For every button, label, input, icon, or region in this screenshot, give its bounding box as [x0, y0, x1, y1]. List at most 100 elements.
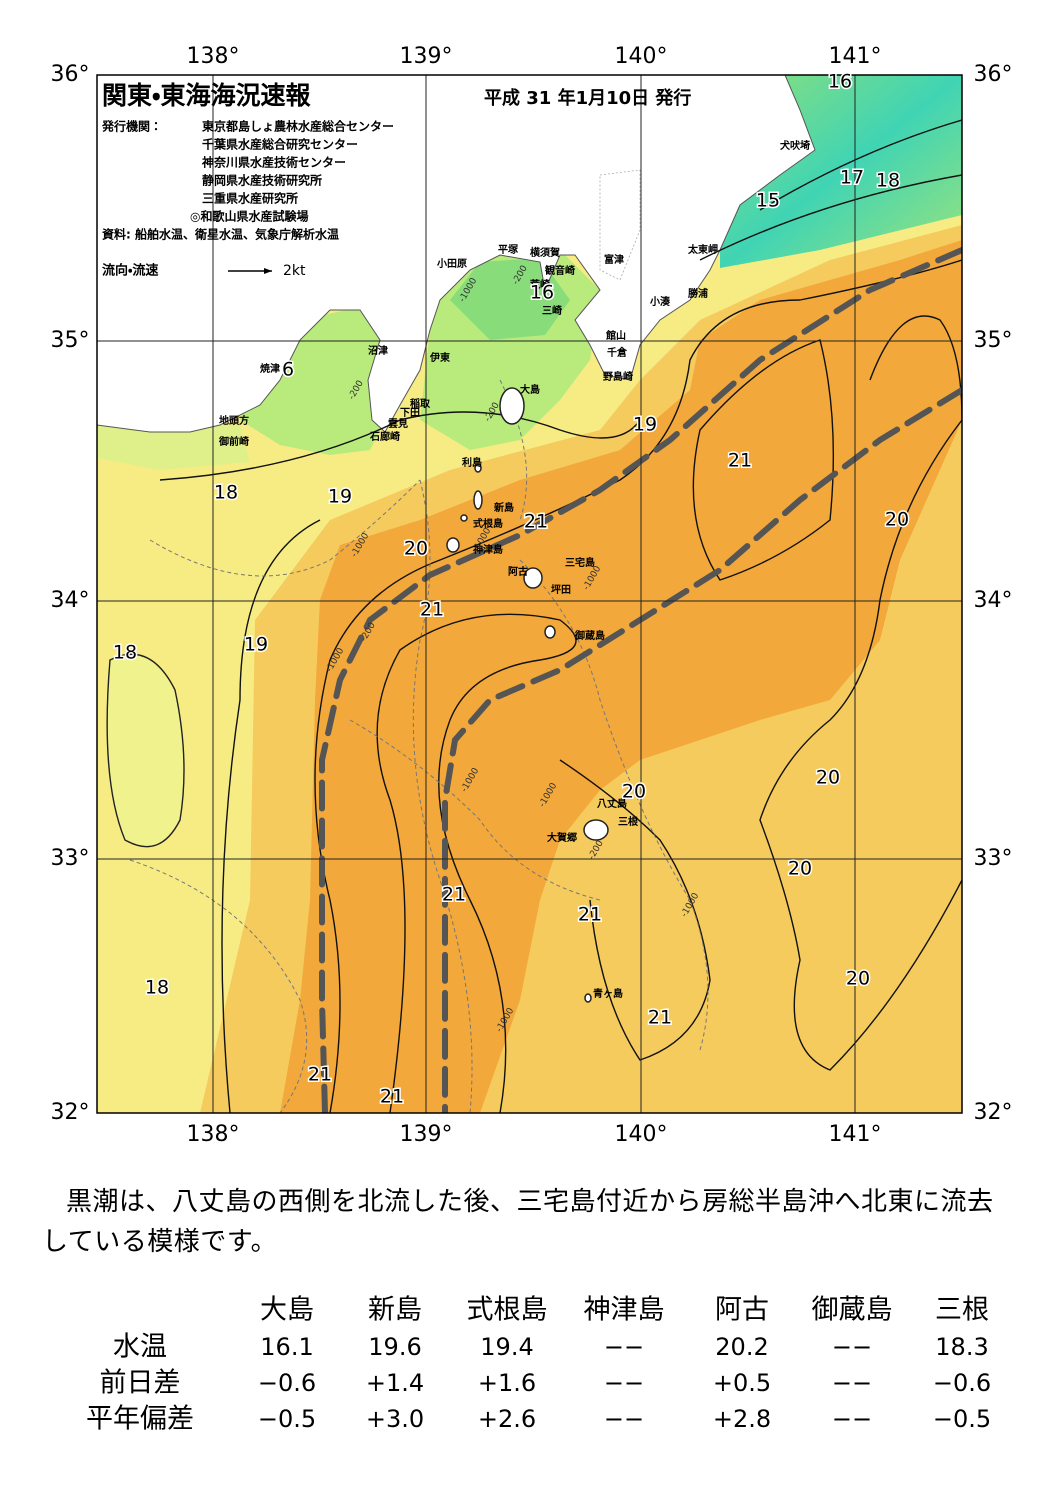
isotherm-label: 21 [578, 904, 602, 926]
flow-scale: 2kt [283, 263, 306, 279]
isotherms [159, 119, 962, 1113]
cool-eddy [106, 653, 185, 848]
isotherm-label: 21 [728, 450, 752, 472]
flow-label: 流向・流速 [102, 263, 158, 279]
place-name: 稲取 [410, 397, 431, 410]
isotherm-label: 18 [214, 482, 238, 504]
lat-label: 32° [974, 1100, 1013, 1125]
isotherm-label: 21 [420, 599, 444, 621]
lon-label: 138° [187, 1122, 240, 1147]
row-header: 水温 [113, 1332, 167, 1363]
sagami-cold [450, 258, 570, 340]
map-title: 関東・東海海況速報 [102, 81, 312, 110]
isotherm-label: 15 [756, 190, 780, 212]
cell: −0.5 [933, 1405, 991, 1433]
isotherm-label: 21 [380, 1086, 404, 1108]
cell: 18.3 [935, 1333, 988, 1361]
isotherm-label: 16 [828, 71, 852, 93]
cell: −− [604, 1369, 644, 1397]
graticule [97, 75, 962, 1113]
cell: 16.1 [260, 1333, 313, 1361]
flow-scale-head [264, 268, 272, 274]
lat-label: 33° [51, 846, 90, 871]
isotherm-label: 21 [442, 884, 466, 906]
lat-label: 32° [51, 1100, 90, 1125]
place-name: 三崎 [542, 304, 562, 317]
cell: +0.5 [713, 1369, 771, 1397]
enshu-water [97, 425, 250, 470]
islands [446, 387, 609, 1003]
column-header: 阿古 [715, 1295, 769, 1326]
cell: 19.4 [480, 1333, 533, 1361]
place-name: 伊東 [429, 351, 450, 364]
cell: +1.6 [478, 1369, 536, 1397]
cell: −− [832, 1333, 872, 1361]
lat-label: 34° [974, 588, 1013, 613]
place-name: 小湊 [649, 295, 671, 308]
place-name: 利島 [462, 456, 482, 469]
place-name: 荒崎 [529, 278, 550, 291]
summary: 黒潮は、八丈島の西側を北流した後、三宅島付近から房総半島沖へ北東に流去している模… [42, 1187, 994, 1257]
isotherm-label: 18 [876, 170, 900, 192]
isotherm-label: 18 [113, 642, 137, 664]
lon-label: 141° [829, 1122, 882, 1147]
lon-label: 139° [400, 1122, 453, 1147]
publisher-label: 発行機関： [101, 119, 162, 134]
place-name: 勝浦 [688, 287, 708, 300]
lon-label: 140° [615, 44, 668, 69]
isotherm-label: 6 [282, 359, 294, 381]
lat-label: 35° [974, 328, 1013, 353]
column-header: 御蔵島 [812, 1295, 893, 1326]
lon-label: 140° [615, 1122, 668, 1147]
isotherm-label: 20 [816, 767, 840, 789]
place-name: 沼津 [368, 344, 388, 357]
lat-label: 33° [974, 846, 1013, 871]
cell: −0.6 [258, 1369, 316, 1397]
kuroshio-axis [319, 247, 962, 1113]
place-name: 御蔵島 [574, 629, 605, 642]
place-name: 石廊崎 [369, 430, 400, 443]
lat-label: 36° [51, 62, 90, 87]
suruga-water [240, 305, 400, 455]
isotherm-label: 19 [244, 634, 268, 656]
place-name: 下田 [400, 407, 420, 419]
place-name: 坪田 [551, 583, 571, 596]
isotherm-label: 21 [648, 1007, 672, 1029]
place-name: 大島 [520, 383, 540, 396]
place-name: 観音崎 [545, 264, 575, 277]
place-name: 阿古 [508, 565, 528, 578]
publisher: 千葉県水産総合研究センター [202, 137, 358, 152]
cell: 19.6 [368, 1333, 421, 1361]
isotherm-label: 20 [788, 858, 812, 880]
map-body [97, 75, 962, 1113]
place-name: 小田原 [436, 257, 467, 270]
place-name: 新島 [493, 501, 514, 514]
cell: +2.6 [478, 1405, 536, 1433]
place-name: 太東岬 [687, 243, 718, 256]
tokyo-bay [599, 169, 641, 281]
place-name: 焼津 [260, 362, 280, 375]
isotherm-label: 19 [328, 486, 352, 508]
place-name: 富津 [604, 253, 624, 266]
place-name: 式根島 [473, 517, 503, 530]
cell: −− [832, 1369, 872, 1397]
lat-label: 35° [51, 328, 90, 353]
cell: +3.0 [366, 1405, 424, 1433]
row-header: 前日差 [100, 1368, 181, 1399]
column-header: 神津島 [584, 1295, 665, 1326]
isotherm-label: 16 [530, 282, 554, 304]
place-name: 館山 [605, 329, 626, 342]
place-name: 御前崎 [218, 435, 249, 448]
isotherm-label: 18 [145, 977, 169, 999]
cell: −0.5 [258, 1405, 316, 1433]
place-name: 三宅島 [565, 556, 595, 569]
lon-label: 141° [829, 44, 882, 69]
map-frame [96, 74, 963, 1114]
sst-map: 関東・東海海況速報 平成 31 年1月10日 発行 発行機関： 資料: 船舶水温… [51, 44, 1013, 1147]
warm-eddy [686, 348, 846, 572]
isotherm-label: 21 [308, 1064, 332, 1086]
place-name: 三根 [618, 815, 639, 828]
cell: +1.4 [366, 1369, 424, 1397]
